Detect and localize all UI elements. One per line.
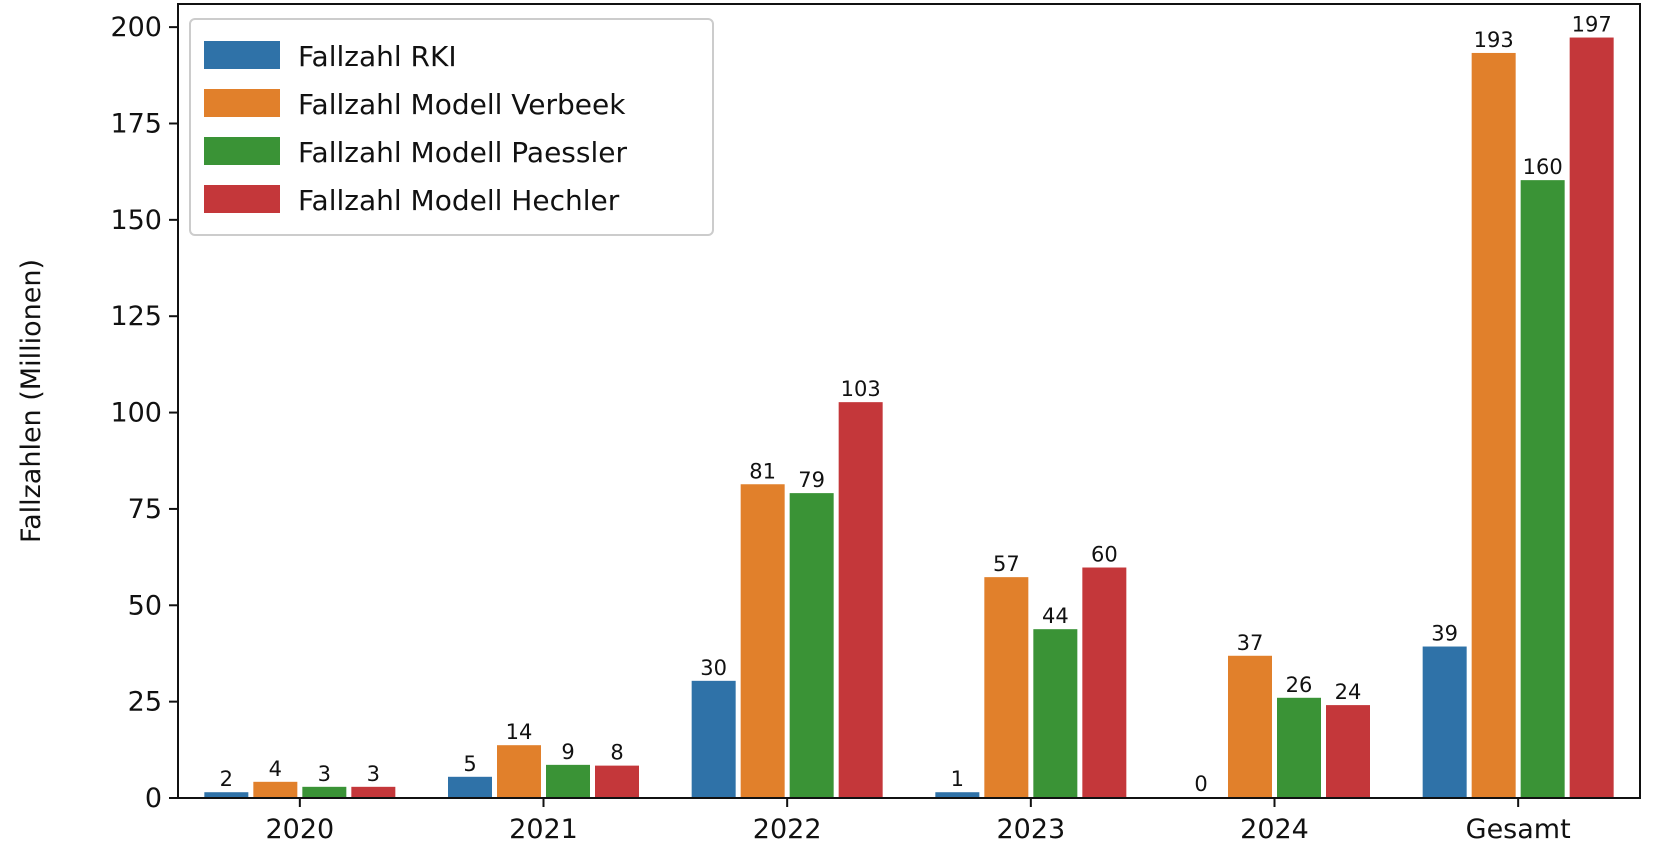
legend-entry-label: Fallzahl Modell Hechler (298, 184, 620, 217)
bar-2023-series-1 (935, 792, 980, 798)
legend-entry-label: Fallzahl Modell Paessler (298, 136, 627, 169)
legend-swatch (204, 41, 280, 69)
y-tick-label: 100 (110, 398, 162, 429)
x-tick-label: 2024 (1240, 814, 1309, 845)
bar-value-label: 160 (1523, 155, 1563, 179)
bar-value-label: 44 (1042, 604, 1069, 628)
bar-value-label: 81 (749, 459, 776, 483)
bar-value-label: 30 (700, 656, 727, 680)
bar-value-label: 9 (561, 740, 574, 764)
bar-2020-series-3 (302, 786, 347, 798)
legend: Fallzahl RKI Fallzahl Modell Verbeek Fallz… (189, 18, 714, 236)
bars-layer (204, 37, 1614, 798)
bar-value-label: 79 (798, 468, 825, 492)
bar-2022-series-1 (691, 680, 736, 798)
bar-2023-series-3 (1033, 629, 1078, 798)
x-tick-label: 2023 (996, 814, 1065, 845)
bar-value-label: 8 (610, 741, 623, 765)
y-tick-label: 0 (145, 783, 162, 814)
legend-swatch (204, 89, 280, 117)
legend-entry-label: Fallzahl RKI (298, 40, 457, 73)
bar-value-label: 4 (269, 757, 282, 781)
bar-2020-series-2 (253, 781, 298, 798)
x-tick-label: Gesamt (1466, 814, 1571, 845)
bar-value-label: 197 (1572, 13, 1612, 37)
bar-2022-series-2 (740, 484, 785, 798)
legend-entry-label: Fallzahl Modell Verbeek (298, 88, 626, 121)
y-tick-label: 75 (128, 494, 162, 525)
bar-2022-series-4 (838, 402, 883, 798)
bar-value-label: 193 (1474, 28, 1514, 52)
bar-2021-series-2 (497, 745, 541, 798)
legend-swatch (204, 137, 280, 165)
legend-box (189, 18, 714, 236)
y-axis-title: Fallzahlen (Millionen) (16, 259, 47, 543)
bar-2024-series-2 (1228, 655, 1272, 798)
bar-value-label: 5 (463, 752, 476, 776)
bar-2024-series-4 (1326, 705, 1370, 798)
bar-value-label: 26 (1286, 673, 1313, 697)
y-tick-label: 125 (110, 301, 162, 332)
bar-value-label: 57 (993, 552, 1020, 576)
bar-value-label: 2 (220, 767, 233, 791)
bar-2022-series-3 (789, 493, 834, 798)
bar-value-label: 0 (1194, 772, 1207, 796)
legend-swatch (204, 185, 280, 213)
bar-gesamt-series-3 (1520, 180, 1565, 798)
x-tick-label: 2022 (753, 814, 822, 845)
bar-gesamt-series-4 (1569, 37, 1614, 798)
y-tick-label: 175 (110, 108, 162, 139)
bar-gesamt-series-2 (1471, 52, 1516, 798)
x-tick-label: 2021 (509, 814, 578, 845)
y-tick-label: 50 (128, 590, 162, 621)
bar-2023-series-4 (1082, 567, 1127, 798)
y-tick-label: 25 (128, 687, 162, 718)
bar-value-label: 60 (1091, 543, 1118, 567)
bar-value-label: 24 (1335, 680, 1362, 704)
x-tick-label: 2020 (265, 814, 334, 845)
plot-frame (177, 3, 1641, 799)
bar-2021-series-1 (448, 776, 492, 798)
bar-2020-series-1 (204, 792, 249, 798)
bar-value-label: 1 (951, 767, 964, 791)
bar-value-label: 39 (1431, 622, 1458, 646)
bar-value-label: 3 (318, 762, 331, 786)
bar-value-label: 37 (1237, 631, 1264, 655)
bar-value-label: 3 (367, 762, 380, 786)
bar-2021-series-4 (595, 765, 639, 798)
bar-2020-series-4 (351, 786, 396, 798)
y-tick-label: 200 (110, 12, 162, 43)
bar-2021-series-3 (546, 764, 590, 798)
bar-value-label: 14 (506, 720, 533, 744)
bar-2023-series-2 (984, 577, 1029, 798)
bar-value-label: 103 (841, 377, 881, 401)
bar-2024-series-3 (1277, 697, 1321, 798)
bar-gesamt-series-1 (1422, 646, 1467, 798)
y-tick-label: 150 (110, 205, 162, 236)
